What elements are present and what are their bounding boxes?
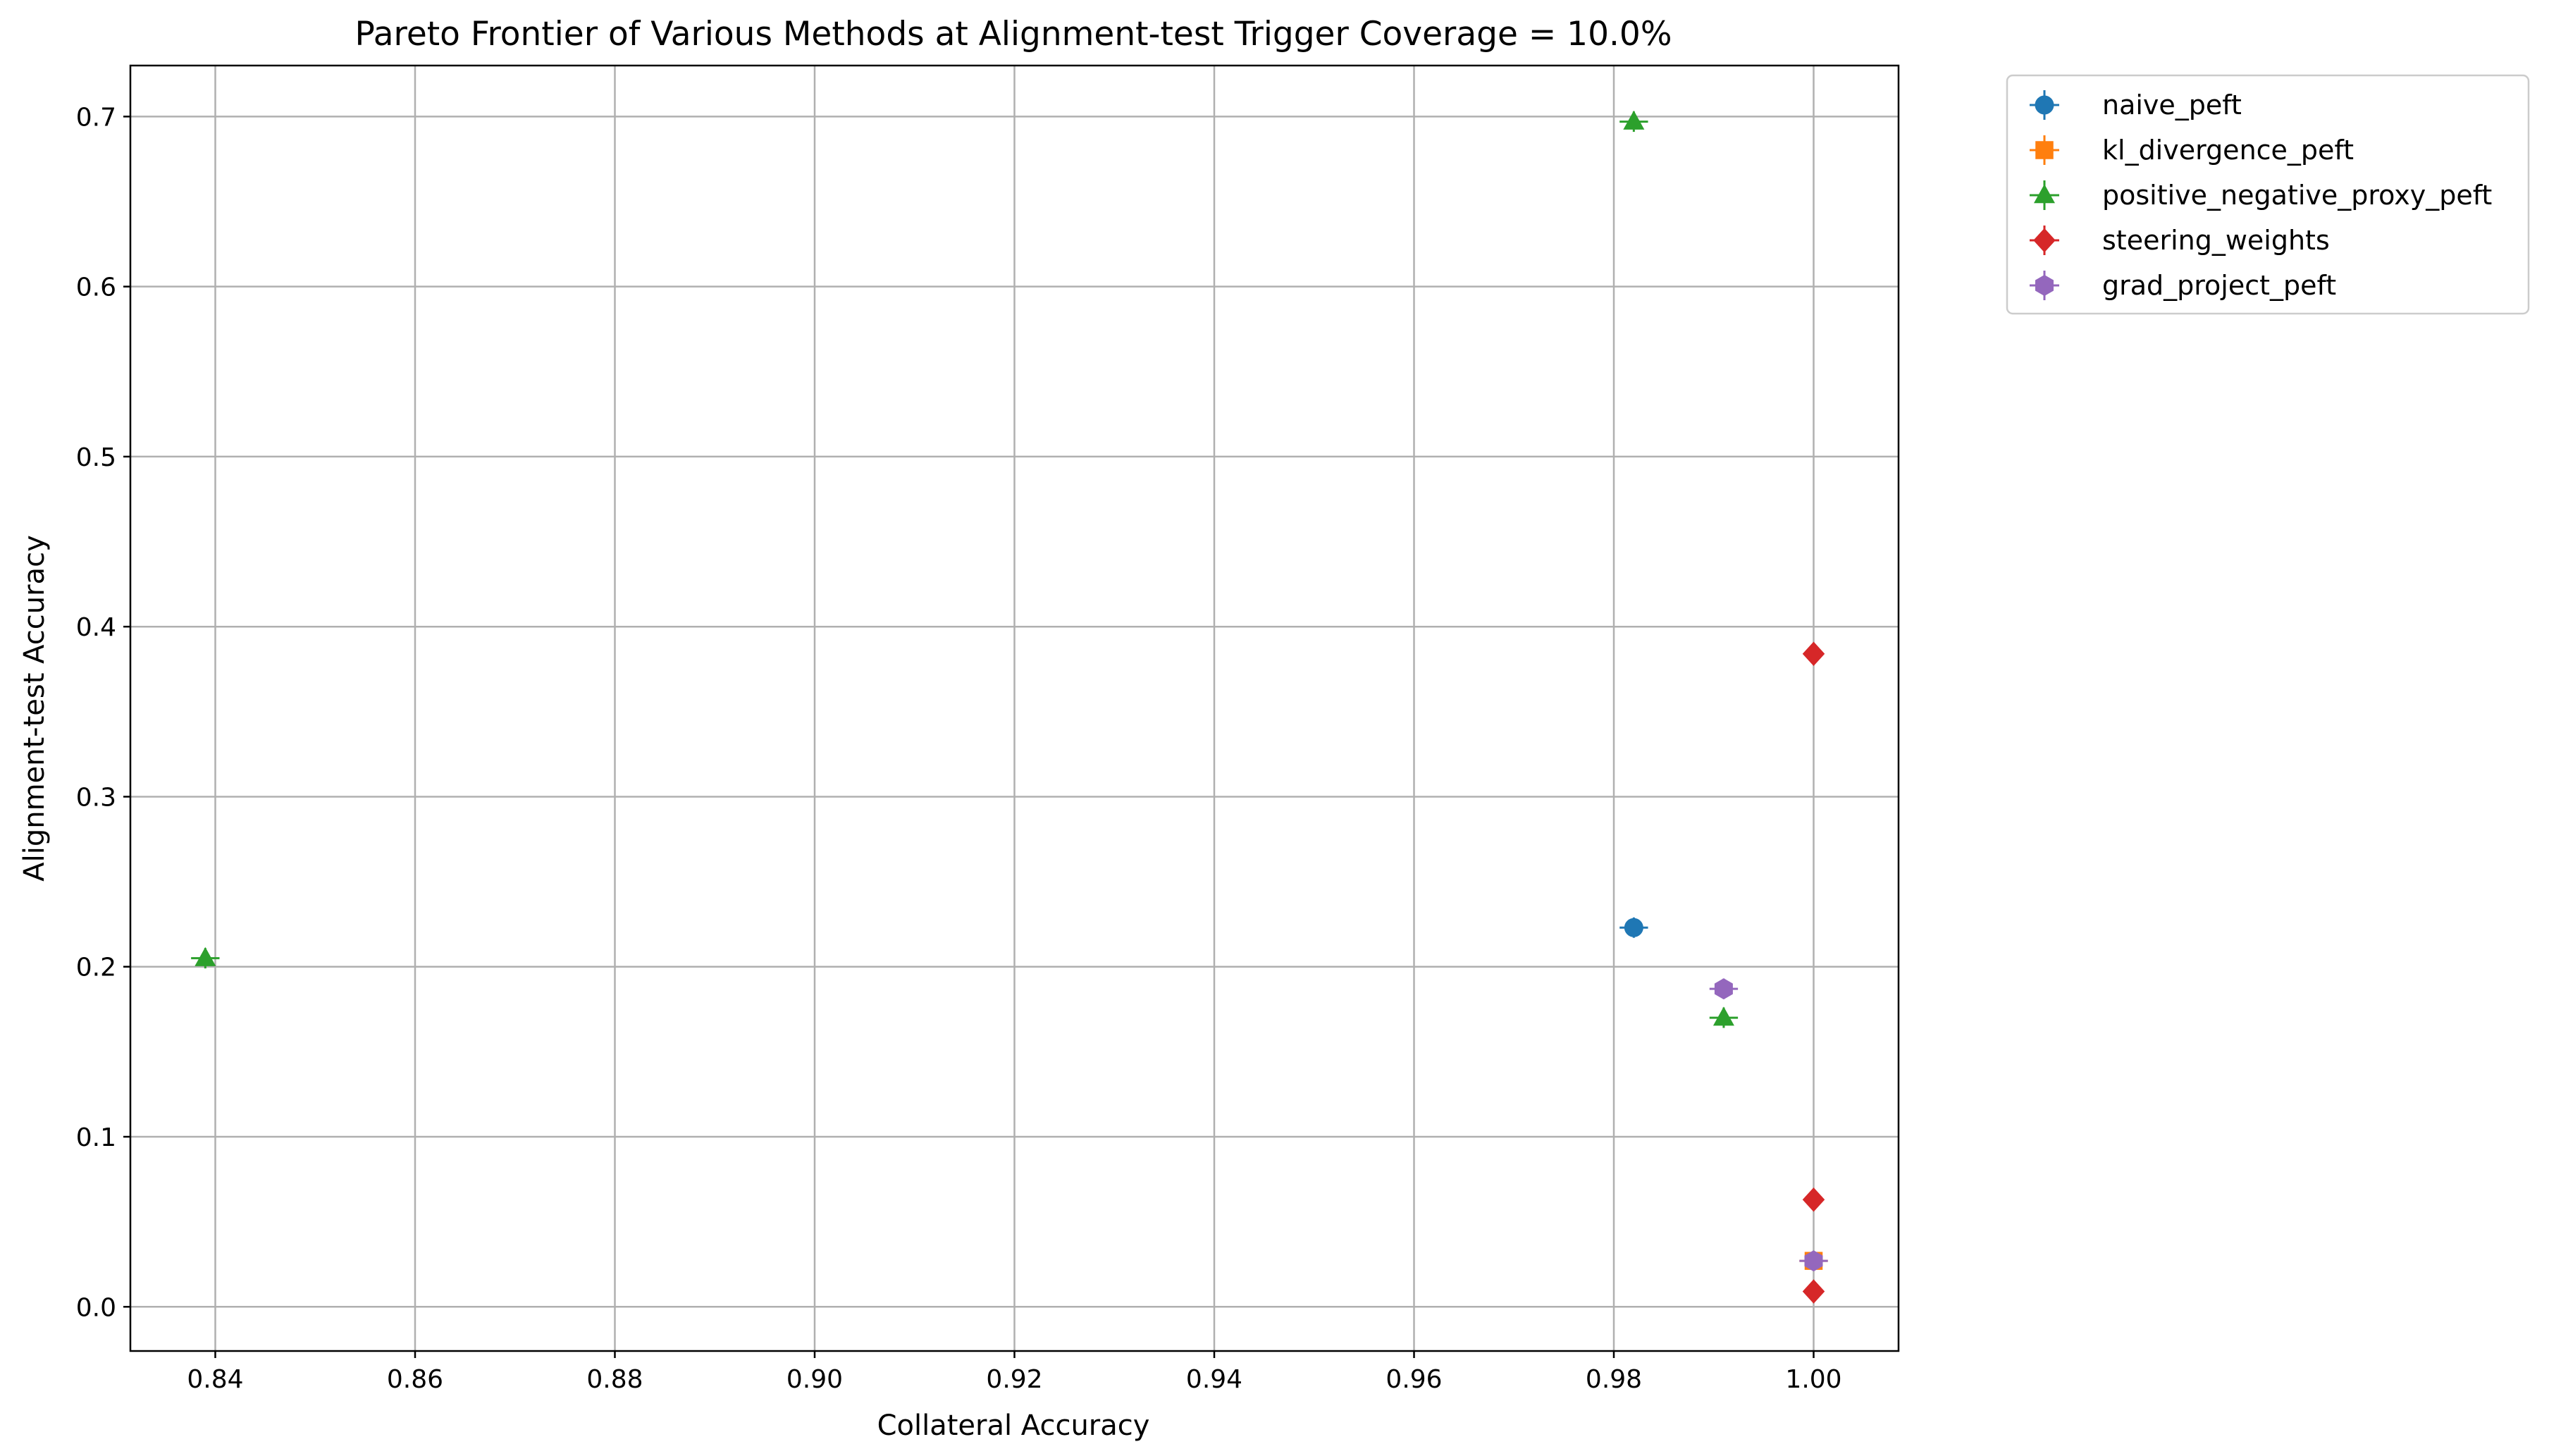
- legend-item-kl_divergence_peft: kl_divergence_peft: [2030, 135, 2354, 166]
- legend-marker-kl_divergence_peft: [2035, 141, 2054, 159]
- y-axis-ticks: 0.0 0.1 0.2 0.3 0.4 0.5 0.6 0.7: [76, 103, 130, 1322]
- point-positive_negative_proxy_peft: [191, 946, 220, 969]
- legend-marker-grad_project_peft: [2035, 275, 2054, 296]
- legend-label: steering_weights: [2102, 225, 2330, 256]
- point-positive_negative_proxy_peft: [1709, 1006, 1739, 1028]
- x-tick-label: 0.92: [986, 1365, 1042, 1394]
- grid-lines: [130, 66, 1899, 1351]
- marker-positive_negative_proxy_peft: [1712, 1006, 1734, 1026]
- point-steering_weights: [1802, 1279, 1825, 1304]
- x-tick-label: 0.88: [586, 1365, 643, 1394]
- point-grad_project_peft: [1799, 1250, 1828, 1272]
- x-tick-label: 0.84: [187, 1365, 243, 1394]
- x-tick-label: 1.00: [1785, 1365, 1841, 1394]
- y-tick-label: 0.1: [76, 1123, 116, 1152]
- point-positive_negative_proxy_peft: [1619, 110, 1648, 132]
- legend-item-positive_negative_proxy_peft: positive_negative_proxy_peft: [2030, 180, 2492, 211]
- legend-item-steering_weights: steering_weights: [2030, 225, 2330, 256]
- marker-grad_project_peft: [1714, 978, 1733, 1000]
- x-axis-label: Collateral Accuracy: [877, 1409, 1150, 1442]
- legend-marker-positive_negative_proxy_peft: [2034, 184, 2055, 204]
- y-tick-label: 0.5: [76, 443, 116, 472]
- data-points: [191, 110, 1828, 1304]
- point-steering_weights: [1802, 1187, 1825, 1212]
- x-tick-label: 0.86: [387, 1365, 443, 1394]
- marker-grad_project_peft: [1804, 1250, 1823, 1272]
- legend: naive_peft kl_divergence_peft positive_neg…: [2006, 74, 2530, 315]
- y-tick-label: 0.6: [76, 273, 116, 302]
- plot-frame: [129, 64, 1900, 1352]
- chart-title: Pareto Frontier of Various Methods at Al…: [355, 15, 1672, 54]
- point-naive_peft: [1619, 917, 1648, 938]
- legend-marker-naive_peft: [2035, 95, 2054, 115]
- point-grad_project_peft: [1709, 978, 1739, 1000]
- x-tick-label: 0.98: [1586, 1365, 1642, 1394]
- x-tick-label: 0.96: [1385, 1365, 1442, 1394]
- y-tick-label: 0.7: [76, 103, 116, 132]
- legend-label: naive_peft: [2102, 90, 2242, 121]
- legend-item-naive_peft: naive_peft: [2030, 90, 2242, 121]
- marker-steering_weights: [1802, 1279, 1825, 1304]
- legend-frame: [2006, 74, 2530, 315]
- point-steering_weights: [1802, 641, 1825, 667]
- legend-marker-steering_weights: [2033, 228, 2056, 253]
- y-tick-label: 0.0: [76, 1293, 116, 1322]
- x-tick-label: 0.90: [786, 1365, 843, 1394]
- y-tick-label: 0.3: [76, 783, 116, 812]
- marker-positive_negative_proxy_peft: [1623, 110, 1645, 130]
- legend-label: positive_negative_proxy_peft: [2102, 180, 2492, 211]
- marker-naive_peft: [1624, 918, 1643, 937]
- legend-label: kl_divergence_peft: [2102, 135, 2354, 166]
- y-tick-label: 0.4: [76, 613, 116, 642]
- y-tick-label: 0.2: [76, 954, 116, 982]
- legend-item-grad_project_peft: grad_project_peft: [2030, 270, 2336, 301]
- x-tick-label: 0.94: [1186, 1365, 1242, 1394]
- x-axis-ticks: 0.84 0.86 0.88 0.90 0.92 0.94 0.96 0.98 1.00: [187, 1351, 1842, 1394]
- legend-label: grad_project_peft: [2102, 270, 2336, 301]
- marker-steering_weights: [1802, 1187, 1825, 1212]
- marker-steering_weights: [1802, 641, 1825, 667]
- y-axis-label: Alignment-test Accuracy: [18, 535, 51, 882]
- marker-positive_negative_proxy_peft: [195, 946, 216, 966]
